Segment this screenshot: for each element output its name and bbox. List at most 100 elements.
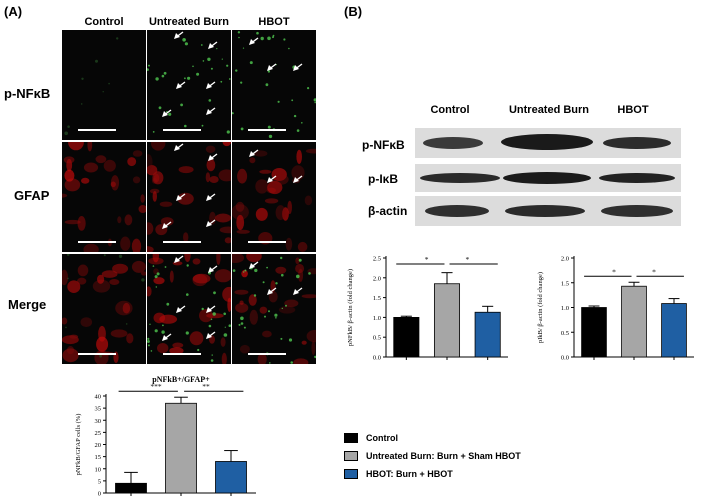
scale-bar	[163, 241, 201, 243]
band-pikb-untreated	[503, 172, 591, 184]
panel-a-col-hbot: HBOT	[258, 16, 290, 28]
micrograph-pnfkb-hbot	[232, 30, 316, 140]
significance-label: ***	[150, 382, 162, 391]
arrow-icon	[176, 81, 186, 89]
micrograph-pnfkb-untreated	[147, 30, 231, 140]
micrograph-gfap-hbot	[232, 142, 316, 252]
scale-bar	[78, 129, 116, 131]
significance-label: *	[612, 267, 616, 276]
y-tick-label: 1.0	[373, 315, 381, 322]
y-tick-label: 0.0	[561, 355, 569, 362]
blot-col-control: Control	[430, 104, 470, 116]
legend-label-control: Control	[366, 433, 398, 443]
y-tick-label: 0.0	[373, 355, 381, 362]
arrow-icon	[267, 287, 277, 295]
y-tick-label: 0.5	[373, 335, 381, 342]
arrow-icon	[206, 331, 216, 339]
y-tick-label: 10	[95, 466, 102, 473]
band-bactin-hbot	[601, 205, 673, 217]
arrow-icon	[267, 175, 277, 183]
blot-col-hbot: HBOT	[617, 104, 649, 116]
legend-swatch-control	[344, 433, 358, 443]
y-tick-label: 35	[95, 406, 102, 413]
bar-control	[581, 307, 607, 358]
y-tick-label: 40	[95, 394, 102, 401]
panel-b-label: (B)	[344, 4, 363, 19]
band-pikb-control	[420, 173, 500, 183]
band-bactin-untreated	[505, 205, 585, 217]
legend-item-hbot: HBOT: Burn + HBOT	[344, 469, 453, 479]
blot-label-bactin: β-actin	[368, 204, 408, 218]
micrograph-gfap-control	[62, 142, 146, 252]
pikb-bactin-chart: 0.0 0.5 1.0 1.5 2.0 pIkB/ β-actin (fold chang…	[537, 256, 694, 362]
micrograph-gfap-untreated	[147, 142, 231, 252]
arrow-icon	[176, 305, 186, 313]
panel-a-col-control: Control	[84, 16, 124, 28]
y-tick-label: 1.0	[561, 305, 569, 312]
blot-label-pikb: p-IκB	[368, 172, 399, 186]
arrow-icon	[293, 175, 303, 183]
y-tick-label: 0	[98, 491, 101, 498]
y-tick-label: 15	[95, 454, 102, 461]
arrow-icon	[162, 333, 172, 341]
arrow-icon	[206, 219, 216, 227]
y-tick-label: 2.5	[373, 256, 381, 263]
micrograph-merge-hbot	[232, 254, 316, 364]
arrow-icon	[249, 37, 259, 45]
scale-bar	[248, 353, 286, 355]
y-tick-label: 2.0	[373, 275, 381, 282]
chart-title: pNFkB+/GFAP+	[152, 375, 210, 384]
bar-hbot	[661, 303, 687, 358]
arrow-icon	[206, 107, 216, 115]
y-axis-label: pIkB/ β-actin (fold change)	[537, 272, 544, 343]
scale-bar	[163, 353, 201, 355]
scale-bar	[78, 241, 116, 243]
arrow-icon	[206, 305, 216, 313]
arrow-icon	[249, 149, 259, 157]
scale-bar	[163, 129, 201, 131]
band-pikb-hbot	[599, 173, 675, 183]
arrow-icon	[206, 193, 216, 201]
arrow-icon	[174, 31, 184, 39]
arrow-icon	[208, 41, 218, 49]
panel-a-row-merge: Merge	[8, 297, 47, 312]
arrow-icon	[208, 153, 218, 161]
legend-item-untreated: Untreated Burn: Burn + Sham HBOT	[344, 451, 521, 461]
bar-hbot	[474, 311, 501, 358]
bar-untreated-burn	[621, 285, 647, 358]
y-tick-label: 20	[95, 442, 102, 449]
blot-strip-bactin	[415, 196, 681, 226]
significance-label: *	[425, 255, 429, 264]
arrow-icon	[162, 109, 172, 117]
arrow-icon	[174, 255, 184, 263]
scale-bar	[248, 241, 286, 243]
panel-a-row-pnfkb: p-NFκB	[4, 86, 51, 101]
y-tick-label: 5	[98, 478, 101, 485]
arrow-icon	[249, 261, 259, 269]
bar-untreated-burn	[165, 402, 197, 494]
legend-swatch-untreated	[344, 451, 358, 461]
band-pnfkb-untreated	[501, 134, 593, 150]
bar-control	[115, 482, 147, 494]
y-tick-label: 1.5	[373, 295, 381, 302]
pnfkb-gfap-chart: pNFkB+/GFAP+ 0 5 10 15 20 25 30 35 40 pNFkB/GFAP c…	[75, 375, 256, 498]
y-tick-label: 30	[95, 418, 102, 425]
legend-label-untreated: Untreated Burn: Burn + Sham HBOT	[366, 451, 521, 461]
panel-a-row-gfap: GFAP	[14, 188, 50, 203]
blot-strip-pikb	[415, 164, 681, 192]
bar-untreated-burn	[433, 283, 461, 358]
pnfkb-bactin-chart: 0.0 0.5 1.0 1.5 2.0 2.5 pNFkB/ β-actin (fold c…	[347, 255, 508, 362]
blot-label-pnfkb: p-NFκB	[362, 138, 405, 152]
y-axis-label: pNFkB/ β-actin (fold change)	[347, 269, 354, 346]
legend-label-hbot: HBOT: Burn + HBOT	[366, 469, 453, 479]
y-tick-label: 0.5	[561, 330, 569, 337]
legend-swatch-hbot	[344, 469, 358, 479]
blot-col-untreated: Untreated Burn	[508, 104, 590, 116]
panel-a-col-untreated: Untreated Burn	[148, 16, 230, 28]
significance-label: *	[465, 255, 469, 264]
arrow-icon	[206, 81, 216, 89]
micrograph-pnfkb-control	[62, 30, 146, 140]
significance-label: **	[202, 382, 210, 391]
blot-strip-pnfkb	[415, 128, 681, 158]
micrograph-merge-untreated	[147, 254, 231, 364]
